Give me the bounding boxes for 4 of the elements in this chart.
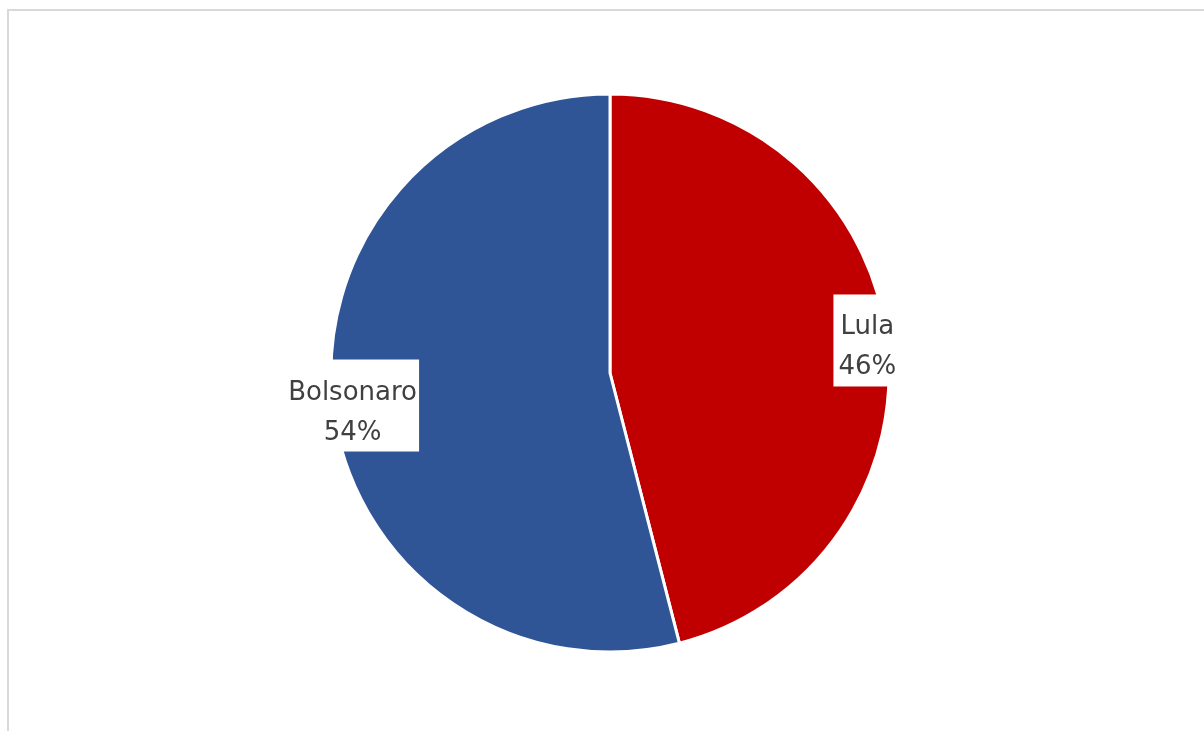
data-label: 46%: [838, 350, 897, 381]
slice-label: Lula: [840, 310, 895, 341]
slice-label: Bolsonaro: [288, 375, 418, 406]
data-label: 54%: [323, 415, 382, 446]
